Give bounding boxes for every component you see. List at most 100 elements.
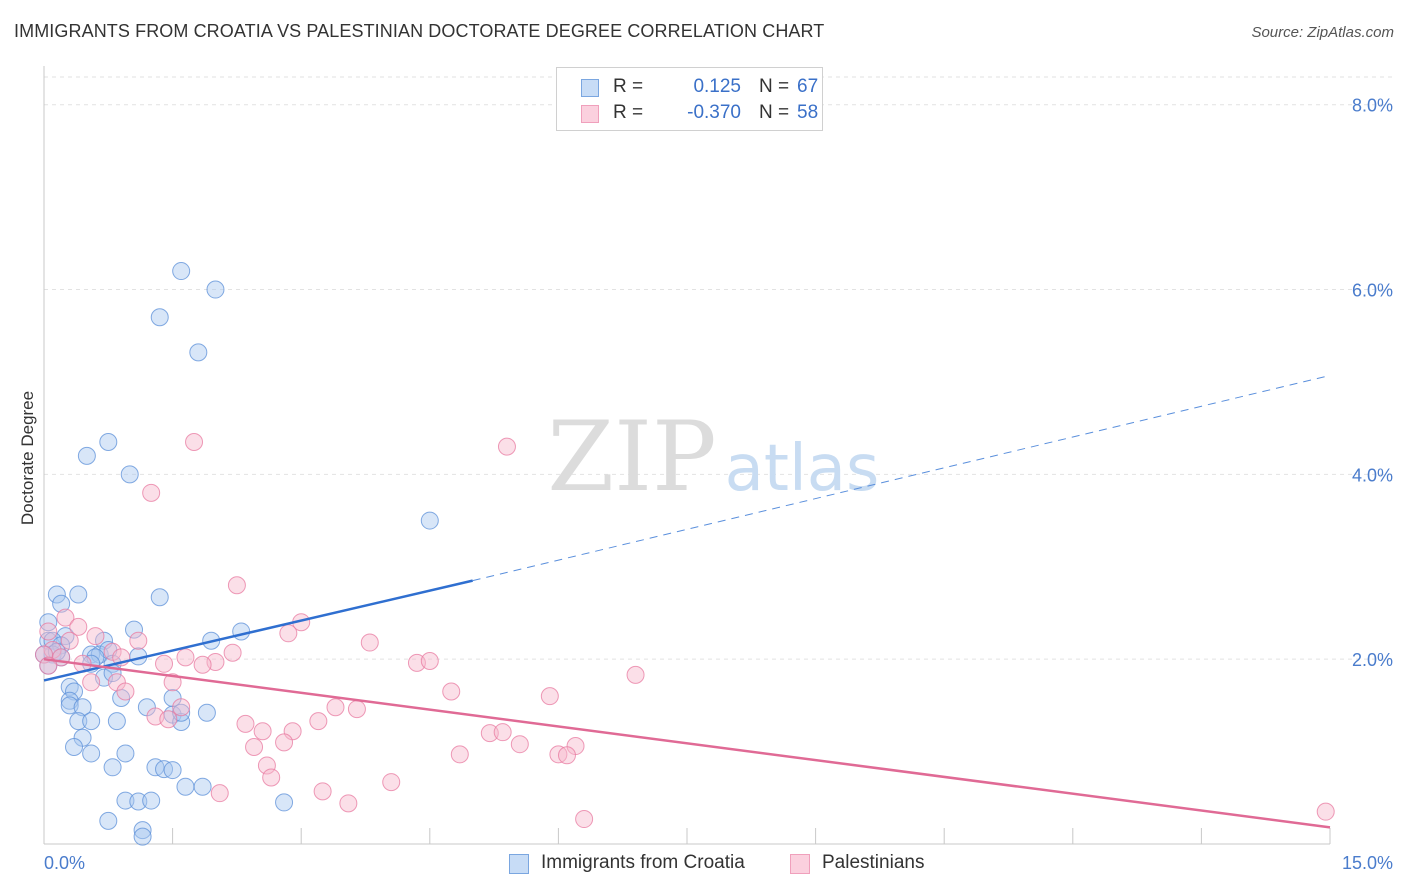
palestinians-point <box>193 655 212 674</box>
croatia-point <box>125 620 144 639</box>
croatia-trend-extension <box>472 374 1331 582</box>
palestinians-point <box>497 437 516 456</box>
palestinians-point <box>510 735 529 754</box>
x-tick-label: 0.0% <box>44 853 85 873</box>
y-tick-label: 2.0% <box>1352 650 1393 670</box>
palestinians-point <box>39 622 58 641</box>
palestinians-point <box>279 624 298 643</box>
legend-n-label: N = <box>759 76 790 97</box>
palestinians-point <box>360 633 379 652</box>
legend-swatch-croatia <box>581 79 599 97</box>
croatia-point <box>77 446 96 465</box>
croatia-point <box>69 712 88 731</box>
palestinians-point <box>442 682 461 701</box>
palestinians-point <box>309 712 328 731</box>
palestinians-point <box>382 773 401 792</box>
croatia-point <box>116 744 135 763</box>
palestinians-point <box>245 737 264 756</box>
y-axis-label: Doctorate Degree <box>18 391 37 525</box>
palestinians-point <box>185 433 204 452</box>
palestinians-point <box>116 682 135 701</box>
palestinians-point <box>172 698 191 717</box>
palestinians-point <box>347 700 366 719</box>
croatia-point <box>176 777 195 796</box>
croatia-point <box>99 811 118 830</box>
palestinians-point <box>155 654 174 673</box>
legend-r-value: -0.370 <box>687 102 741 123</box>
source-label: Source: ZipAtlas.com <box>1251 24 1394 41</box>
croatia-point <box>189 343 208 362</box>
croatia-point <box>420 511 439 530</box>
palestinians-point <box>275 733 294 752</box>
bottom-legend-swatch-croatia <box>509 854 529 874</box>
chart-title: IMMIGRANTS FROM CROATIA VS PALESTINIAN D… <box>14 21 825 41</box>
legend-r-value: 0.125 <box>693 76 741 97</box>
palestinians-point <box>313 782 332 801</box>
croatia-point <box>65 737 84 756</box>
tick-labels: 2.0% 4.0% 6.0% 8.0% 0.0% 15.0% <box>44 96 1393 873</box>
croatia-point <box>193 777 212 796</box>
croatia-point <box>73 698 92 717</box>
croatia-point <box>69 585 88 604</box>
palestinians-point <box>176 648 195 667</box>
palestinians-point <box>60 631 79 650</box>
y-tick-label: 6.0% <box>1352 281 1393 301</box>
croatia-point <box>103 758 122 777</box>
croatia-point <box>275 793 294 812</box>
palestinians-point <box>103 642 122 661</box>
palestinians-point <box>557 746 576 765</box>
y-tick-label: 8.0% <box>1352 96 1393 116</box>
palestinians-point <box>326 698 345 717</box>
palestinians-point <box>69 617 88 636</box>
croatia-point <box>65 682 84 701</box>
legend-n-value: 58 <box>797 102 819 123</box>
croatia-point <box>150 308 169 327</box>
croatia-point <box>39 613 58 632</box>
palestinians-point <box>1316 802 1335 821</box>
palestinians-point <box>223 643 242 662</box>
croatia-point <box>133 821 152 840</box>
croatia-point <box>82 744 101 763</box>
palestinians-point <box>626 665 645 684</box>
croatia-point <box>206 280 225 299</box>
croatia-point <box>142 791 161 810</box>
croatia-point <box>150 588 169 607</box>
series-croatia-points <box>35 262 439 846</box>
croatia-point <box>82 712 101 731</box>
palestinians-trend-line <box>43 657 1331 829</box>
croatia-point <box>163 761 182 780</box>
palestinians-point <box>86 627 105 646</box>
watermark-atlas: atlas <box>725 432 880 506</box>
palestinians-point <box>420 652 439 671</box>
palestinians-point <box>142 483 161 502</box>
croatia-point <box>116 791 135 810</box>
x-tick-label: 15.0% <box>1342 853 1393 873</box>
croatia-point <box>99 433 118 452</box>
grid-lines <box>44 76 1392 660</box>
palestinians-point <box>339 794 358 813</box>
croatia-point <box>107 712 126 731</box>
palestinians-point <box>227 576 246 595</box>
palestinians-point <box>82 673 101 692</box>
y-tick-label: 4.0% <box>1352 465 1393 485</box>
palestinians-point <box>236 714 255 733</box>
watermark-zip: ZIP <box>547 401 716 513</box>
palestinians-point <box>159 710 178 729</box>
palestinians-point <box>450 745 469 764</box>
watermark: ZIP atlas <box>547 401 879 513</box>
croatia-point <box>133 827 152 846</box>
legend-r-label: R = <box>613 76 644 97</box>
croatia-point <box>197 703 216 722</box>
palestinians-point <box>540 687 559 706</box>
bottom-legend-label: Palestinians <box>822 852 925 873</box>
bottom-legend-swatch-palestinians <box>790 854 810 874</box>
palestinians-point <box>129 631 148 650</box>
series-palestinians-points <box>35 433 1335 829</box>
legend-r-label: R = <box>613 102 644 123</box>
croatia-point <box>129 792 148 811</box>
palestinians-point <box>262 768 281 787</box>
legend-n-label: N = <box>759 102 790 123</box>
croatia-trend-line <box>43 579 473 682</box>
palestinians-point <box>56 608 75 627</box>
